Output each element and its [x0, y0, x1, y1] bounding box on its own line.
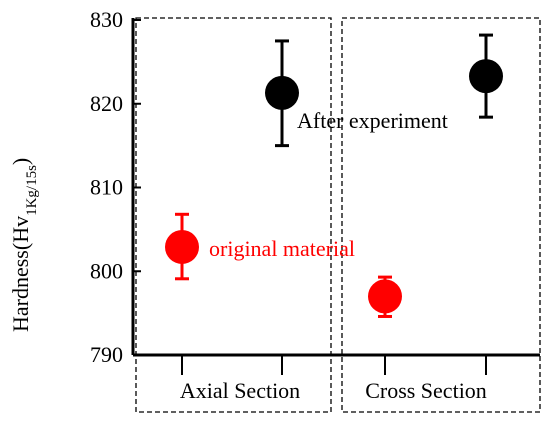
data-marks: [165, 33, 503, 318]
y-tick-label: 810: [90, 175, 123, 200]
y-tick-label: 830: [90, 7, 123, 32]
series-label: After experiment: [297, 108, 448, 133]
group-label: Cross Section: [365, 378, 487, 403]
group-box-2: [341, 17, 541, 413]
group-box-1: [135, 17, 332, 413]
y-axis-label: Hardness(Hv1Kg/15s): [8, 158, 40, 332]
data-point-marker: [265, 75, 299, 110]
y-tick-label: 790: [90, 342, 123, 367]
axes: [131, 18, 540, 375]
data-point-marker: [165, 229, 199, 264]
data-point-marker: [368, 279, 402, 314]
y-tick-label: 820: [90, 91, 123, 116]
y-tick-label: 800: [90, 258, 123, 283]
data-point-marker: [469, 59, 503, 94]
series-label: original material: [209, 236, 355, 261]
chart-texts: Axial Section Cross Section 790 800 810 820 83…: [8, 7, 487, 403]
group-label: Axial Section: [180, 378, 300, 403]
group-boxes: [135, 17, 541, 413]
